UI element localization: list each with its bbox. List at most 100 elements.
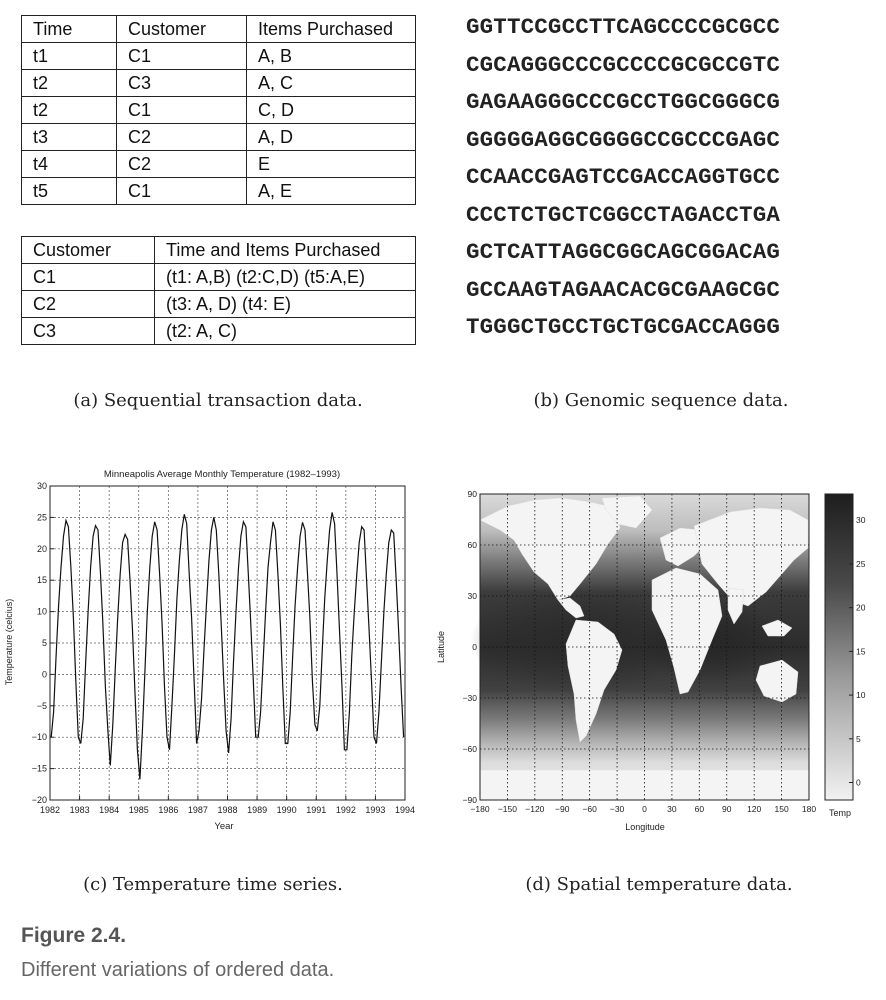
- y-tick-label: −20: [32, 795, 47, 805]
- sequence-line: GCCAAGTAGAACACGCGAAGCGC: [466, 276, 781, 303]
- land-greenland: [601, 495, 653, 529]
- transaction-header-cell: Items Purchased: [246, 15, 416, 43]
- sequence-line: GGGGGAGGCGGGGCCGCCCGAGC: [466, 126, 781, 153]
- map-y-tick-label: −90: [463, 795, 478, 805]
- colorbar-label: Temp: [829, 808, 851, 818]
- sequence-line: GCTCATTAGGCGGCAGCGGACAG: [466, 239, 781, 265]
- map-y-tick-label: −60: [463, 744, 478, 754]
- figure-label: Figure 2.4.: [21, 924, 127, 947]
- map-x-tick-label: 90: [722, 804, 732, 814]
- customer-header-cell: Customer: [21, 236, 155, 264]
- y-tick-label: 20: [37, 544, 47, 554]
- spatial-temperature-map: −180 −150 −120 −90 −60 −30 0 30 60 90 120 150 180906…: [436, 489, 866, 832]
- transaction-cell: t2: [21, 69, 117, 97]
- transaction-row: t4 C2 E: [21, 150, 416, 178]
- map-y-label: Latitude: [436, 631, 446, 663]
- y-tick-label: 0: [42, 669, 47, 679]
- transaction-cell: C3: [116, 69, 247, 97]
- y-tick-label: 5: [42, 638, 47, 648]
- x-tick-label: 1985: [129, 805, 149, 815]
- customer-cell: (t1: A,B) (t2:C,D) (t5:A,E): [154, 263, 416, 291]
- transaction-cell: t1: [21, 42, 117, 70]
- map-x-tick-label: 30: [667, 804, 677, 814]
- land-north-america: [479, 497, 621, 601]
- caption-d: (d) Spatial temperature data.: [525, 874, 793, 895]
- customer-cell: C2: [21, 290, 155, 318]
- x-tick-label: 1983: [70, 805, 90, 815]
- sequence-line: CGCAGGGCCCGCCCCGCGCCGTC: [466, 51, 781, 78]
- x-tick-label: 1993: [365, 805, 385, 815]
- map-x-tick-label: 0: [642, 804, 647, 814]
- x-tick-label: 1994: [395, 805, 415, 815]
- transaction-cell: A, B: [246, 42, 416, 70]
- sequence-line: GGTTCCGCCTTCAGCCCCGCGCC: [466, 14, 781, 40]
- customer-row: C1 (t1: A,B) (t2:C,D) (t5:A,E): [21, 263, 416, 291]
- y-tick-label: 10: [37, 607, 47, 617]
- sequence-line: GAGAAGGGCCCGCCTGGCGGGCG: [466, 89, 781, 115]
- colorbar: [824, 493, 854, 801]
- sequence-line: TGGGCTGCCTGCTGCGACCAGGG: [466, 314, 781, 340]
- map-x-tick-label: 180: [802, 804, 816, 814]
- transaction-cell: C2: [116, 150, 247, 178]
- map-y-tick-label: 0: [472, 642, 477, 652]
- land-africa: [651, 567, 723, 695]
- x-tick-label: 1982: [40, 805, 60, 815]
- map-x-tick-label: −60: [582, 804, 597, 814]
- transaction-row: t5 C1 A, E: [21, 177, 416, 205]
- transaction-cell: C, D: [246, 96, 416, 124]
- caption-c: (c) Temperature time series.: [83, 874, 343, 895]
- map-y-tick-label: 60: [468, 540, 478, 550]
- transaction-cell: A, C: [246, 69, 416, 97]
- customer-cell: C1: [21, 263, 155, 291]
- x-tick-label: 1988: [217, 805, 237, 815]
- colorbar-tick-label: 5: [856, 734, 861, 744]
- map-x-tick-label: −90: [555, 804, 570, 814]
- y-tick-label: 30: [37, 481, 47, 491]
- chart-x-label: Year: [214, 821, 233, 832]
- land-india: [727, 587, 745, 625]
- transaction-cell: t3: [21, 123, 117, 151]
- customer-row: C3 (t2: A, C): [21, 317, 416, 345]
- map-x-label: Longitude: [625, 822, 665, 832]
- transaction-cell: E: [246, 150, 416, 178]
- transaction-row: t2 C3 A, C: [21, 69, 416, 97]
- transaction-header-cell: Time: [21, 15, 117, 43]
- customer-cell: C3: [21, 317, 155, 345]
- y-tick-label: 25: [37, 512, 47, 522]
- map-x-tick-label: −150: [498, 804, 517, 814]
- y-tick-label: 15: [37, 575, 47, 585]
- land-indonesia: [761, 619, 793, 637]
- colorbar-tick-label: 15: [856, 646, 866, 656]
- genomic-sequence: GGTTCCGCCTTCAGCCCCGCGCC CGCAGGGCCCGCCCCGC…: [466, 9, 780, 347]
- land-central-america: [557, 597, 585, 619]
- transaction-row: t3 C2 A, D: [21, 123, 416, 151]
- x-tick-label: 1991: [306, 805, 326, 815]
- colorbar-tick-label: 25: [856, 559, 866, 569]
- transaction-cell: A, D: [246, 123, 416, 151]
- map-y-tick-label: 90: [468, 489, 478, 499]
- map-x-tick-label: −180: [470, 804, 489, 814]
- map-x-tick-label: 150: [774, 804, 788, 814]
- map-x-tick-label: 60: [695, 804, 705, 814]
- x-tick-label: 1989: [247, 805, 267, 815]
- transaction-cell: C2: [116, 123, 247, 151]
- x-tick-label: 1984: [99, 805, 119, 815]
- colorbar-tick-label: 0: [856, 778, 861, 788]
- sequence-line: CCAACCGAGTCCGACCAGGTGCC: [466, 164, 781, 190]
- customer-table: Customer Time and Items Purchased C1 (t1: A…: [21, 236, 416, 345]
- temperature-time-series-chart: Minneapolis Average Monthly Temperature …: [4, 469, 415, 832]
- customer-row: C2 (t3: A, D) (t4: E): [21, 290, 416, 318]
- chart-y-label: Temperature (celcius): [4, 599, 14, 686]
- transaction-cell: C1: [116, 42, 247, 70]
- colorbar-tick-label: 30: [856, 515, 866, 525]
- transaction-cell: t2: [21, 96, 117, 124]
- land-asia: [693, 507, 809, 607]
- y-tick-label: −15: [32, 764, 47, 774]
- x-tick-label: 1987: [188, 805, 208, 815]
- transaction-cell: C1: [116, 177, 247, 205]
- customer-header-cell: Time and Items Purchased: [154, 236, 416, 264]
- map-y-tick-label: −30: [463, 693, 478, 703]
- customer-cell: (t2: A, C): [154, 317, 416, 345]
- land-masses: [479, 495, 810, 801]
